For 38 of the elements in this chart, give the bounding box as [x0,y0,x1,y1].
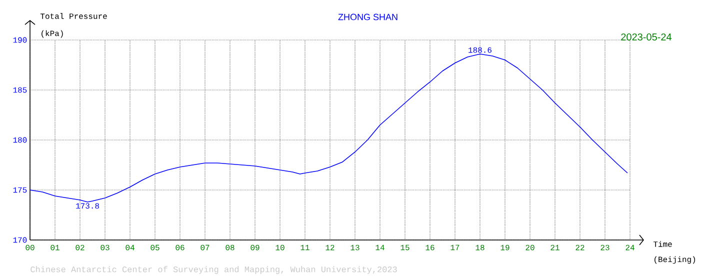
y-tick-label: 170 [13,237,27,243]
y-tick-label: 185 [13,87,27,93]
annotation: 173.8 [76,203,99,209]
x-tick-label: 17 [450,244,460,250]
x-tick-label: 08 [226,244,234,250]
text: (Beijing) [654,256,696,264]
x-tick-label: 18 [476,244,484,250]
x-tick-label: 03 [100,244,110,250]
x-tick-label: 13 [350,244,360,250]
chart-title: ZHONG SHAN [338,14,398,20]
x-tick-label: 00 [26,244,34,250]
y-axis-title: Total Pressure [40,13,107,19]
y-tick-label: 190 [13,37,27,43]
x-tick-label: 07 [200,244,210,250]
x-tick-label: 21 [550,244,560,250]
x-tick-label: 24 [626,244,634,250]
x-tick-label: 14 [376,244,384,250]
x-tick-label: 02 [76,244,84,250]
text: (kPa) [42,30,63,38]
chart-subtitle: 2023-05-24 [621,33,672,41]
x-tick-label: 19 [500,244,510,250]
x-tick-label: 12 [326,244,334,250]
x-tick-label: 11 [300,244,310,250]
x-tick-label: 09 [250,244,260,250]
annotation: 188.6 [468,47,492,53]
x-tick-label: 04 [126,244,134,250]
x-tick-label: 06 [176,244,184,250]
x-tick-label: 15 [400,244,410,250]
x-tick-label: 10 [276,244,284,250]
y-tick-label: 175 [13,187,27,193]
y-tick-label: 180 [13,137,27,143]
x-tick-label: 01 [50,244,60,250]
x-tick-label: 22 [576,244,584,250]
x-tick-label: 16 [426,244,434,250]
x-tick-label: 23 [600,244,610,250]
x-axis-title: Time [653,241,672,247]
x-tick-label: 20 [526,244,534,250]
x-tick-label: 05 [150,244,160,250]
